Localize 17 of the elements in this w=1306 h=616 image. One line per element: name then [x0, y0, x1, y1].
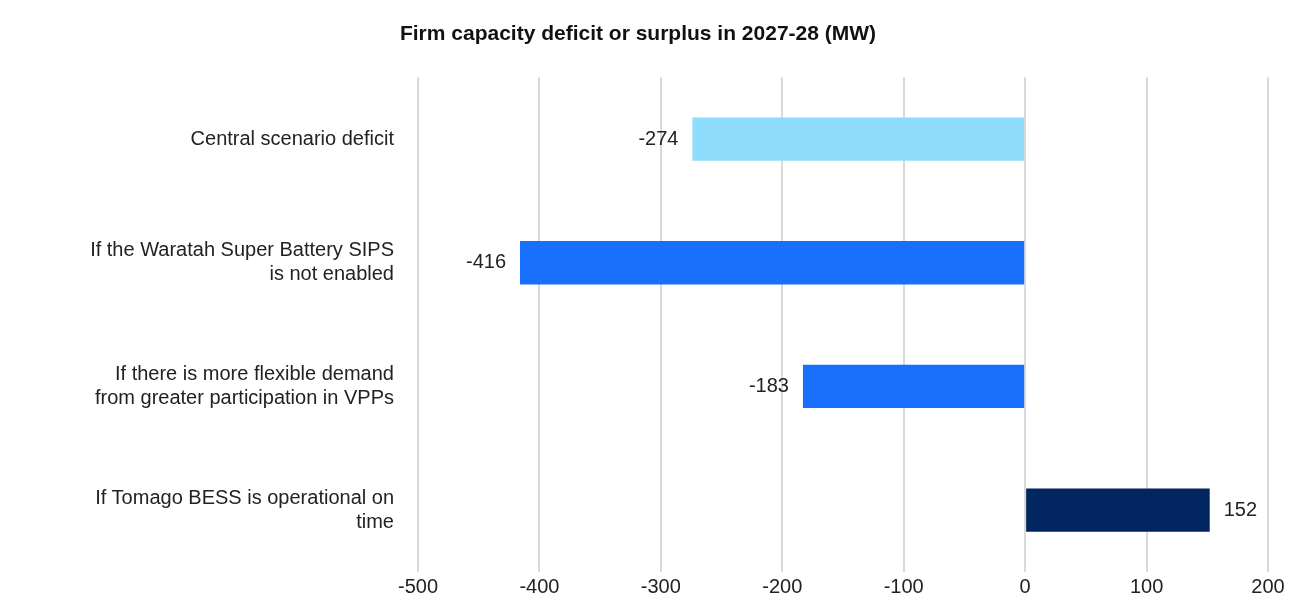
data-label: -183 [748, 373, 789, 396]
y-tick-label: Central scenario deficit [190, 126, 395, 149]
x-tick-label: 200 [1251, 574, 1285, 597]
y-tick-label: If there is more flexible demand from greater participation in VPPs [94, 361, 394, 408]
data-label: -274 [638, 126, 679, 149]
y-tick-label: If the Waratah Super Battery SIPS is not enabled [90, 238, 394, 285]
data-label: -416 [465, 250, 506, 273]
y-tick-label: If Tomago BESS is operational on time [95, 485, 394, 532]
x-tick-label: -100 [883, 574, 924, 597]
x-tick-label: -500 [397, 574, 439, 597]
x-tick-label: 100 [1129, 574, 1164, 597]
x-tick-label: -200 [762, 574, 803, 597]
x-tick-label: 0 [1019, 574, 1031, 597]
data-label: 152 [1223, 497, 1258, 520]
x-tick-label: -400 [519, 574, 560, 597]
chart-title: Firm capacity deficit or surplus in 2027-28 (MW) [399, 21, 877, 45]
x-tick-label: -300 [640, 574, 681, 597]
